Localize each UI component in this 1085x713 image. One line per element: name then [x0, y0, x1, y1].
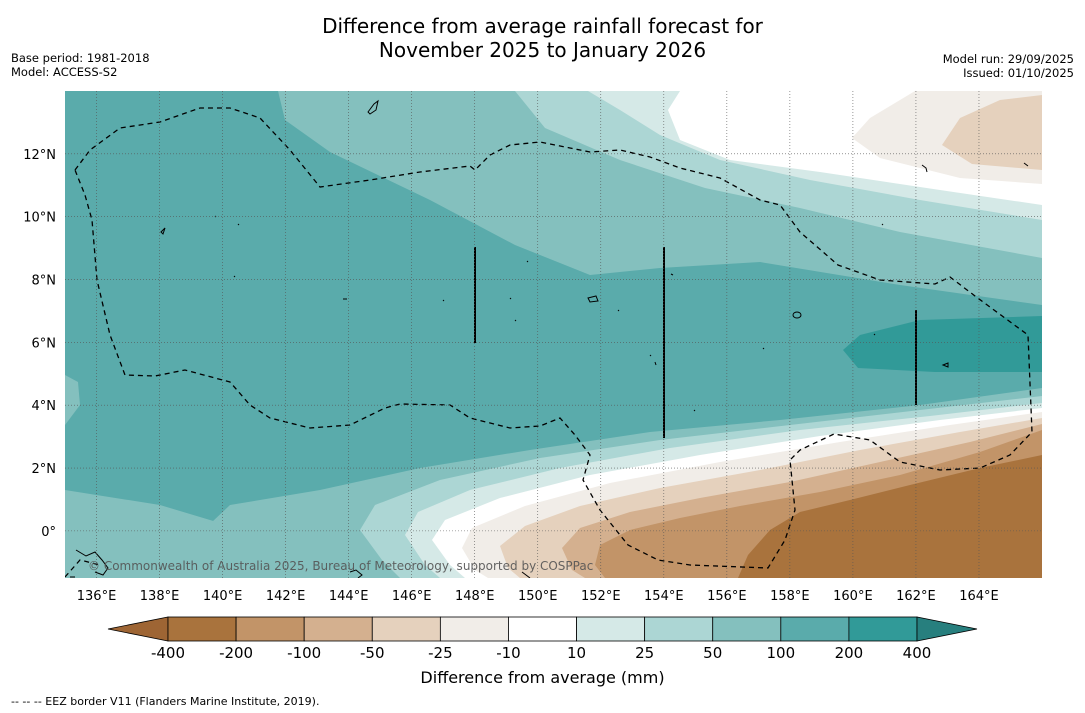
colorbar-label: -10: [496, 644, 521, 662]
colorbar-under-arrow: [107, 616, 169, 642]
lat-tick-label: 10°N: [23, 211, 56, 226]
meta-right: Model run: 29/09/2025 Issued: 01/10/2025: [943, 52, 1074, 80]
island-guam: [367, 99, 379, 115]
lon-tick-label: 146°E: [392, 589, 432, 604]
colorbar-label: 100: [766, 644, 795, 662]
lon-tick-label: 144°E: [329, 589, 369, 604]
lat-tick-label: 12°N: [23, 148, 56, 163]
colorbar-swatch: [508, 616, 577, 642]
lon-tick-label: 152°E: [581, 589, 621, 604]
colorbar-swatch: [303, 616, 373, 642]
lon-tick-label: 140°E: [203, 589, 243, 604]
colorbar-swatch: [780, 616, 850, 642]
coast-bougainville: [521, 571, 531, 578]
island-marshall-north: [921, 162, 1029, 173]
colorbar-swatch: [576, 616, 646, 642]
issued-label: Issued: 01/10/2025: [963, 66, 1074, 80]
colorbar-swatch: [848, 616, 918, 642]
contour-minus200-south: [738, 455, 1042, 578]
contour-200-400-core: [843, 316, 1042, 372]
coast-new-ireland: [349, 569, 363, 578]
lat-tick-label: 2°N: [32, 462, 57, 477]
lon-tick-label: 160°E: [833, 589, 873, 604]
island-palau: [160, 227, 166, 235]
colorbar-label: -50: [360, 644, 385, 662]
lat-tick-label: 4°N: [32, 399, 57, 414]
colorbar-label: -400: [151, 644, 185, 662]
model-run-label: Model run: 29/09/2025: [942, 52, 1074, 66]
colorbar-label: 400: [903, 644, 932, 662]
longitude-tick-labels: 136°E 138°E 140°E 142°E 144°E 146°E 148°E 150°E…: [77, 589, 999, 604]
colorbar-swatch: [712, 616, 782, 642]
colorbar-label: 200: [835, 644, 864, 662]
lon-tick-label: 162°E: [896, 589, 936, 604]
map-title: Difference from average rainfall forecas…: [0, 14, 1085, 62]
colorbar-label: 50: [703, 644, 722, 662]
colorbar-label: -25: [428, 644, 453, 662]
model-label: Model: ACCESS-S2: [11, 65, 118, 79]
colorbar-swatch: [371, 616, 441, 642]
colorbar-title: Difference from average (mm): [420, 668, 665, 687]
lon-tick-label: 156°E: [707, 589, 747, 604]
lon-tick-label: 148°E: [455, 589, 495, 604]
island-chuuk: [587, 295, 599, 303]
lon-tick-label: 154°E: [644, 589, 684, 604]
eez-footnote: -- -- -- EEZ border V11 (Flanders Marine…: [11, 695, 320, 708]
title-line-2: November 2025 to January 2026: [378, 38, 707, 62]
colorbar-over-arrow: [916, 616, 978, 642]
colorbar-swatch: [235, 616, 305, 642]
copyright-text: © Commonwealth of Australia 2025, Bureau…: [88, 559, 593, 573]
base-period-label: Base period: 1981-2018: [11, 51, 150, 65]
lon-tick-label: 142°E: [266, 589, 306, 604]
lon-tick-label: 164°E: [959, 589, 999, 604]
colorbar-swatch: [439, 616, 509, 642]
rainfall-contours: [65, 91, 1042, 578]
lat-tick-label: 6°N: [32, 336, 57, 351]
eez-border-southwest: [65, 559, 101, 578]
title-line-1: Difference from average rainfall forecas…: [322, 14, 763, 38]
colorbar-swatch: [644, 616, 714, 642]
colorbar-swatch: [167, 616, 237, 642]
island-pohnpei: [792, 311, 802, 319]
lat-tick-label: 0°: [41, 525, 56, 540]
meta-left: Base period: 1981-2018 Model: ACCESS-S2: [11, 51, 150, 79]
contour-50-100-southwest: [65, 490, 360, 578]
island-kosrae: [941, 362, 949, 368]
coast-new-guinea: [75, 549, 109, 576]
colorbar-label: -100: [287, 644, 321, 662]
lon-tick-label: 150°E: [518, 589, 558, 604]
colorbar-label: 25: [635, 644, 654, 662]
lon-tick-label: 138°E: [140, 589, 180, 604]
lon-tick-label: 136°E: [77, 589, 117, 604]
contour-minus50-northeast: [942, 95, 1042, 170]
colorbar-label: 10: [567, 644, 586, 662]
colorbar: -400 -200 -100 -50 -25 -10 10 25 50 100 200 400: [107, 616, 978, 662]
lon-tick-label: 158°E: [770, 589, 810, 604]
gridlines: [65, 91, 1042, 578]
latitude-tick-labels: 0° 2°N 4°N 6°N 8°N 10°N 12°N: [23, 148, 56, 540]
lat-tick-label: 8°N: [32, 274, 57, 289]
eez-border-west: [74, 107, 1033, 569]
colorbar-label: -200: [219, 644, 253, 662]
contour-50-100-left-edge: [65, 375, 80, 425]
